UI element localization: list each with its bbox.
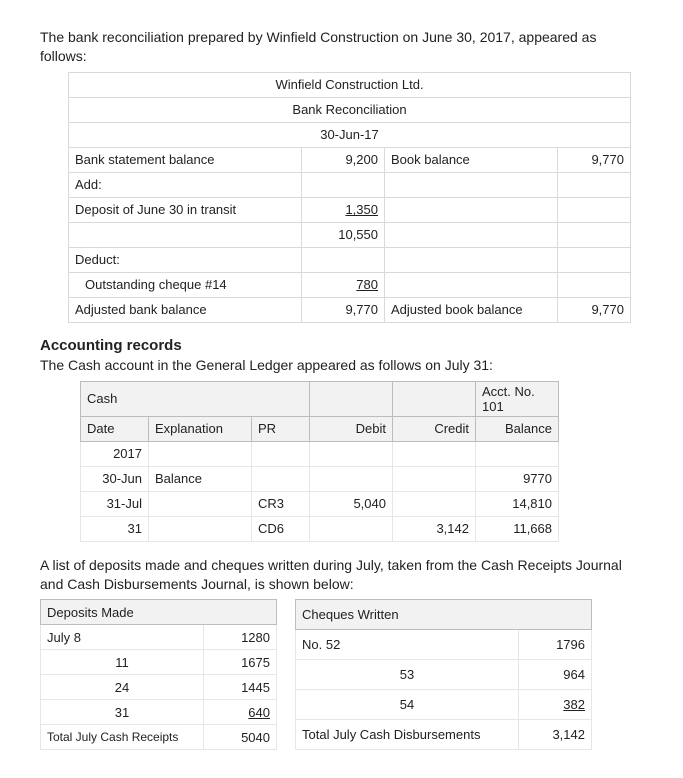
- ledger-r3-credit: 3,142: [393, 516, 476, 541]
- deposit-transit-val: 1,350: [302, 197, 385, 222]
- ledger-h-pr: PR: [252, 416, 310, 441]
- ledger-r1-date: 30-Jun: [81, 466, 149, 491]
- book-bal-label: Book balance: [385, 147, 558, 172]
- dep-tot-v: 5040: [204, 725, 277, 750]
- adj-bank-label: Adjusted bank balance: [69, 297, 302, 322]
- dep-r2-v: 1675: [204, 650, 277, 675]
- adj-book-val: 9,770: [558, 297, 631, 322]
- chq-r3-d: 54: [296, 690, 519, 720]
- deposits-table: Deposits Made July 81280 111675 241445 3…: [40, 599, 277, 750]
- ledger-h-expl: Explanation: [149, 416, 252, 441]
- deduct-label: Deduct:: [69, 247, 302, 272]
- outstanding-cheque-val: 780: [302, 272, 385, 297]
- book-bal-val: 9,770: [558, 147, 631, 172]
- dep-r1-v: 1280: [204, 625, 277, 650]
- ledger-h-credit: Credit: [393, 416, 476, 441]
- accounting-records-heading: Accounting records: [40, 337, 643, 354]
- chq-r1-v: 1796: [519, 630, 592, 660]
- ledger-h-date: Date: [81, 416, 149, 441]
- ledger-r1-bal: 9770: [476, 466, 559, 491]
- chq-r1-d: No. 52: [296, 630, 519, 660]
- ledger-r3-bal: 11,668: [476, 516, 559, 541]
- ledger-r1-expl: Balance: [149, 466, 252, 491]
- ledger-h-bal: Balance: [476, 416, 559, 441]
- adj-book-label: Adjusted book balance: [385, 297, 558, 322]
- ledger-r2-date: 31-Jul: [81, 491, 149, 516]
- bank-reconciliation-table: Winfield Construction Ltd. Bank Reconcil…: [68, 72, 631, 323]
- dep-r3-v: 1445: [204, 675, 277, 700]
- bank-date: 30-Jun-17: [69, 122, 631, 147]
- accounting-records-text: The Cash account in the General Ledger a…: [40, 356, 643, 375]
- intro-text: The bank reconciliation prepared by Winf…: [40, 28, 643, 66]
- add-label: Add:: [69, 172, 302, 197]
- outstanding-cheque-label: Outstanding cheque #14: [69, 272, 302, 297]
- cheques-title: Cheques Written: [296, 600, 592, 630]
- bank-stmt-val: 9,200: [302, 147, 385, 172]
- ledger-year: 2017: [81, 441, 149, 466]
- deposits-title: Deposits Made: [41, 600, 277, 625]
- dep-r4-v: 640: [204, 700, 277, 725]
- bank-company: Winfield Construction Ltd.: [69, 72, 631, 97]
- chq-r3-v: 382: [519, 690, 592, 720]
- chq-tot-v: 3,142: [519, 720, 592, 750]
- chq-tot-d: Total July Cash Disbursements: [296, 720, 519, 750]
- bank-stmt-label: Bank statement balance: [69, 147, 302, 172]
- ledger-r2-debit: 5,040: [310, 491, 393, 516]
- dep-r1-d: July 8: [41, 625, 204, 650]
- ledger-acct-no: Acct. No. 101: [476, 381, 559, 416]
- ledger-r3-pr: CD6: [252, 516, 310, 541]
- ledger-r3-date: 31: [81, 516, 149, 541]
- bank-title: Bank Reconciliation: [69, 97, 631, 122]
- bank-subtotal: 10,550: [302, 222, 385, 247]
- ledger-r2-bal: 14,810: [476, 491, 559, 516]
- chq-r2-d: 53: [296, 660, 519, 690]
- ledger-acct-title: Cash: [81, 381, 310, 416]
- ledger-table: Cash Acct. No. 101 Date Explanation PR D…: [80, 381, 559, 542]
- cheques-table: Cheques Written No. 521796 53964 54382 T…: [295, 599, 592, 750]
- dep-tot-d: Total July Cash Receipts: [41, 725, 204, 750]
- dep-r4-d: 31: [41, 700, 204, 725]
- adj-bank-val: 9,770: [302, 297, 385, 322]
- ledger-h-debit: Debit: [310, 416, 393, 441]
- dep-r3-d: 24: [41, 675, 204, 700]
- deposit-transit-label: Deposit of June 30 in transit: [69, 197, 302, 222]
- dep-r2-d: 11: [41, 650, 204, 675]
- deposits-cheques-intro: A list of deposits made and cheques writ…: [40, 556, 643, 594]
- ledger-r2-pr: CR3: [252, 491, 310, 516]
- chq-r2-v: 964: [519, 660, 592, 690]
